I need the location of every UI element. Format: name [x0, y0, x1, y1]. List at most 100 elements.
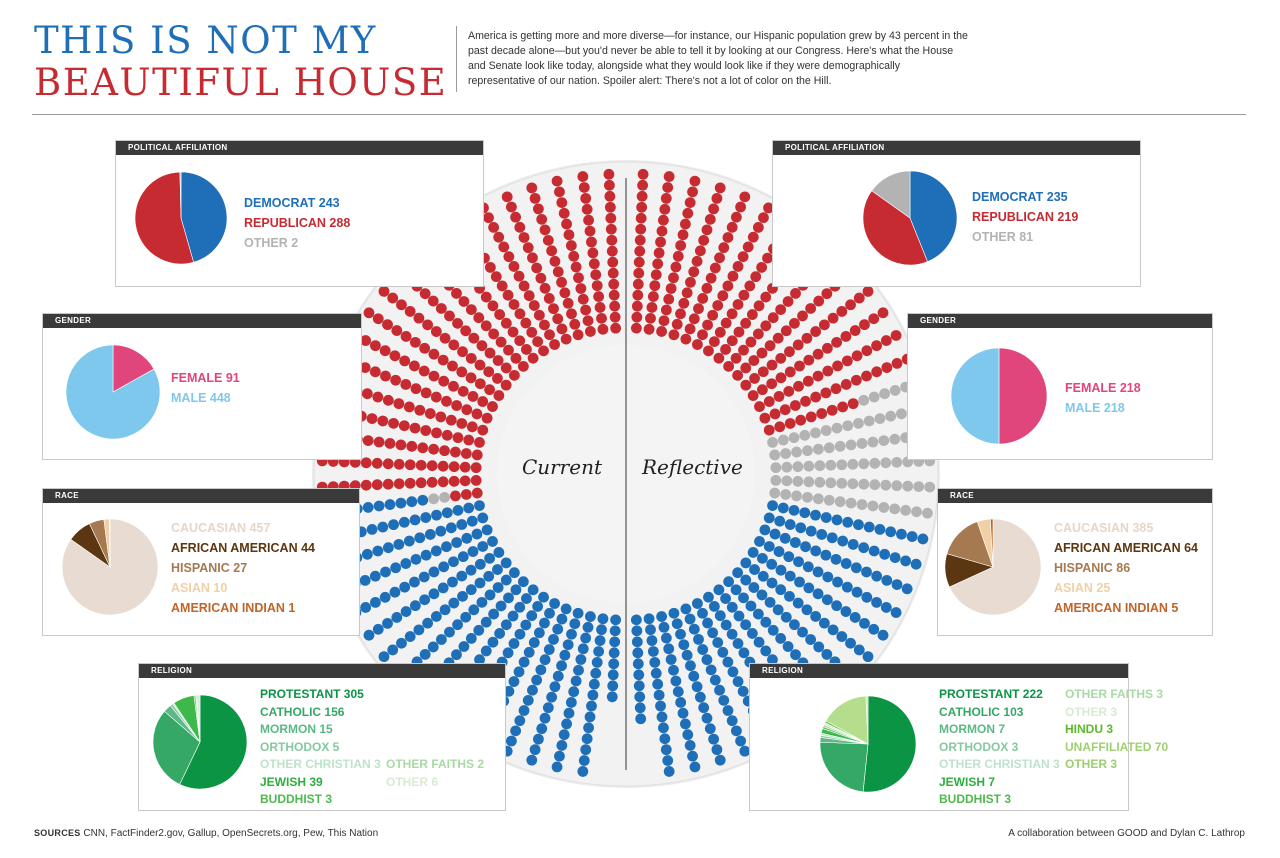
dots-left-seat-republican-285	[471, 487, 483, 499]
dots-left-seat-republican-124	[488, 328, 500, 340]
dots-right-seat-democrat-386	[836, 631, 848, 642]
current-religion-slice-protestant-0	[179, 694, 248, 790]
dots-left-seat-democrat-501	[570, 675, 582, 687]
dots-left-seat-democrat-441	[502, 647, 514, 659]
current-political-legend-other-2: OTHER 2	[244, 236, 299, 250]
dots-left-seat-republican-280	[360, 479, 372, 491]
dots-right-seat-republican-106	[720, 344, 731, 355]
reflective-race-legend-american-indian-4: AMERICAN INDIAN 5	[1054, 601, 1179, 615]
dots-left-seat-democrat-330	[481, 524, 493, 536]
dots-left-seat-democrat-380	[457, 590, 468, 602]
dots-right-seat-republican-162	[845, 299, 856, 311]
dots-right-seat-republican-40	[680, 218, 691, 230]
dots-right-seat-democrat-425	[746, 628, 758, 639]
dots-left-seat-republican-65	[539, 282, 551, 294]
dots-right-seat-other-284	[924, 481, 936, 493]
dots-left-seat-republican-157	[439, 332, 451, 344]
dots-left-seat-democrat-352	[418, 571, 430, 583]
dots-right-seat-republican-139	[764, 340, 776, 352]
dots-left-seat-republican-190	[389, 350, 401, 362]
dots-right-seat-democrat-341	[871, 570, 883, 582]
dots-left-seat-republican-230	[420, 425, 432, 436]
dots-right-seat-democrat-519	[656, 711, 668, 723]
current-race-pie	[61, 518, 159, 616]
current-religion-legend-1: PROTESTANT 305 CATHOLIC 156 MORMON 15 ORTHO…	[260, 686, 381, 809]
dots-left-seat-republican-67	[531, 262, 543, 274]
dots-left-seat-democrat-291	[406, 496, 418, 508]
dots-right-seat-republican-157	[801, 332, 813, 344]
dots-left-seat-republican-3	[608, 289, 620, 301]
dots-left-seat-republican-167	[474, 378, 486, 390]
dots-left-seat-democrat-498	[577, 643, 589, 655]
current-political-slice-democrat-0	[180, 171, 228, 263]
dots-right-seat-democrat-440	[732, 638, 744, 649]
dots-right-seat-republican-187	[822, 365, 834, 377]
dots-left-seat-republican-272	[448, 475, 460, 487]
dots-left-seat-democrat-316	[466, 515, 478, 527]
dots-left-seat-republican-21	[588, 258, 600, 270]
dots-right-seat-republican-22	[653, 247, 665, 259]
dots-right-seat-republican-51	[688, 266, 700, 278]
dots-left-seat-republican-11	[604, 201, 616, 213]
dots-left-seat-democrat-377	[483, 570, 495, 582]
dots-right-seat-republican-191	[861, 345, 873, 357]
dots-left-seat-democrat-424	[500, 619, 512, 631]
dots-right-seat-republican-155	[784, 346, 795, 358]
dots-right-seat-democrat-533	[634, 702, 646, 714]
dots-right-seat-republican-7	[634, 245, 646, 257]
dots-left-seat-democrat-494	[526, 754, 538, 766]
dots-right-seat-democrat-488	[694, 691, 706, 703]
dots-left-seat-democrat-356	[379, 591, 391, 603]
dots-right-seat-republican-122	[738, 344, 749, 356]
dots-left-seat-democrat-466	[556, 613, 568, 625]
dots-right-seat-republican-171	[803, 354, 815, 366]
dots-right-seat-other-241	[780, 448, 792, 459]
dots-left-seat-republican-50	[556, 276, 567, 288]
dots-left-seat-democrat-318	[445, 522, 457, 534]
dots-left-seat-republican-49	[559, 287, 571, 299]
dots-right-seat-republican-75	[692, 339, 703, 350]
dots-left-seat-republican-93	[520, 317, 532, 329]
dots-left-seat-republican-273	[437, 476, 449, 488]
dots-right-seat-republican-137	[748, 355, 760, 366]
dots-right-seat-republican-93	[720, 317, 732, 329]
dots-right-seat-republican-77	[702, 319, 713, 331]
dots-left-seat-democrat-301	[463, 502, 475, 514]
dots-right-seat-democrat-319	[805, 525, 817, 537]
dots-right-seat-democrat-455	[717, 646, 729, 658]
dots-left-seat-republican-26	[581, 203, 593, 215]
dots-left-seat-republican-126	[473, 312, 485, 324]
dots-left-seat-republican-30	[585, 326, 596, 337]
dots-left-seat-democrat-319	[435, 525, 447, 537]
dots-left-seat-democrat-520	[583, 722, 594, 734]
dots-left-seat-republican-178	[372, 313, 384, 325]
dots-right-seat-republican-14	[637, 168, 649, 180]
dots-left-seat-republican-156	[448, 339, 460, 351]
dots-left-seat-republican-245	[417, 442, 429, 454]
dots-left-seat-democrat-490	[539, 712, 551, 724]
reflective-gender-slice-female-0	[998, 347, 1048, 445]
dots-right-seat-republican-169	[784, 366, 796, 378]
reflective-religion-legend-jewish-5: JEWISH 7	[939, 774, 996, 789]
dots-left-seat-democrat-371	[391, 612, 403, 623]
dots-right-seat-democrat-456	[722, 656, 734, 668]
dots-right-seat-democrat-325	[868, 545, 880, 557]
current-gender-legend-male-1: MALE 448	[171, 391, 231, 405]
dots-left-seat-democrat-333	[451, 537, 463, 548]
dots-left-seat-democrat-305	[420, 512, 432, 523]
dots-right-seat-other-250	[878, 435, 890, 446]
dots-right-seat-democrat-366	[803, 582, 815, 594]
dots-right-seat-republican-30	[656, 326, 667, 337]
current-religion-header: RELIGION	[139, 664, 505, 678]
current-religion-legend-buddhist-6: BUDDHIST 3	[260, 792, 333, 806]
dots-right-seat-republican-138	[756, 347, 768, 359]
dots-left-seat-democrat-369	[409, 600, 421, 612]
dots-right-seat-democrat-371	[849, 612, 861, 623]
dots-right-seat-republican-184	[793, 380, 804, 392]
dots-left-seat-republican-227	[452, 432, 464, 444]
dots-right-seat-democrat-499	[665, 654, 677, 665]
dots-right-seat-republican-35	[668, 272, 679, 284]
dots-left-seat-democrat-524	[577, 766, 589, 777]
dots-left-seat-republican-274	[426, 476, 438, 488]
dots-left-seat-republican-212	[456, 418, 468, 429]
